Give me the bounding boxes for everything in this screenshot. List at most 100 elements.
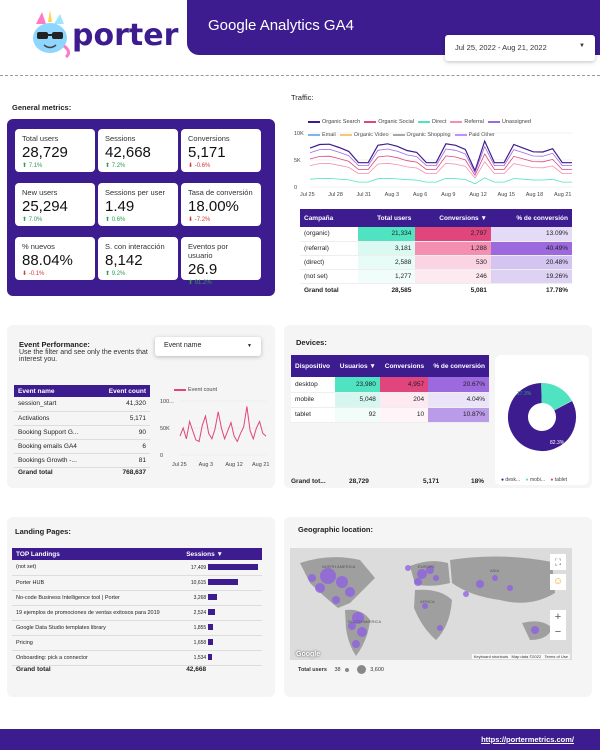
- arrow-up-icon: ⬆: [105, 163, 112, 169]
- zoom-out-button[interactable]: −: [554, 626, 562, 638]
- table-header[interactable]: Event name: [18, 387, 55, 395]
- brand-name: porter: [72, 18, 179, 53]
- zoom-controls: + −: [550, 610, 566, 640]
- kpi-card: Sessions 42,668 ⬆ 7.2%: [98, 129, 178, 172]
- table-row: Activations 5,171: [14, 411, 150, 425]
- arrow-up-icon: ⬆: [188, 280, 195, 286]
- sessions-bar: [208, 654, 212, 661]
- x-tick-label: Aug 6: [413, 192, 427, 198]
- x-tick-label: Aug 3: [385, 192, 399, 198]
- event-filter-label: Event name: [164, 342, 202, 349]
- table-header[interactable]: Total users: [377, 214, 412, 222]
- table-header[interactable]: % de conversión: [433, 362, 485, 370]
- legend-item: Organic Social: [364, 119, 414, 125]
- page-title: Google Analytics GA4: [208, 17, 354, 34]
- sessions-bar: [208, 564, 258, 571]
- divider: [0, 75, 600, 76]
- kpi-label: S. con interacción: [105, 242, 165, 251]
- arrow-up-icon: ⬆: [105, 217, 112, 223]
- y-tick-label: 0: [160, 453, 163, 459]
- kpi-label: New users: [22, 188, 58, 197]
- geo-map[interactable]: NORTH AMERICA SOUTH AMERICA EUROPE AFRIC…: [290, 548, 572, 660]
- x-tick-label: Aug 12: [469, 192, 486, 198]
- geo-legend: Total users 38 3,600: [298, 665, 384, 674]
- kpi-value: 25,294: [22, 198, 68, 215]
- arrow-up-icon: ⬆: [22, 163, 29, 169]
- table-total-row: Grand total 28,585 5,081 17.78%: [304, 286, 568, 294]
- table-row: (direct) 2,588 530 20.48%: [300, 255, 572, 269]
- kpi-value: 18.00%: [188, 198, 239, 215]
- table-row: Google Data Studio templates library 1,85…: [12, 620, 262, 635]
- y-tick-label: 0: [294, 185, 297, 191]
- unicorn-cat-icon: [33, 10, 71, 59]
- table-row: session_start 41,320: [14, 397, 150, 411]
- zoom-in-button[interactable]: +: [554, 611, 562, 623]
- traffic-series-line: [309, 153, 572, 177]
- table-row: 19 ejemplos de promociones de ventas exi…: [12, 605, 262, 620]
- table-header[interactable]: % de conversión: [516, 214, 568, 222]
- table-header[interactable]: Conversions ▼: [439, 214, 487, 222]
- kpi-card: New users 25,294 ⬆ 7.0%: [15, 183, 95, 226]
- svg-text:EUROPE: EUROPE: [418, 564, 435, 569]
- traffic-series-line: [309, 139, 572, 173]
- device-pie-panel: 82.3% 17.3% ● desk... ● mobi... ● tablet: [495, 355, 589, 485]
- arrow-down-icon: ⬇: [22, 271, 29, 277]
- table-header[interactable]: Dispositivo: [295, 362, 331, 370]
- pie-label-desktop: 82.3%: [550, 440, 565, 446]
- table-header[interactable]: TOP Landings: [16, 550, 60, 558]
- legend-item: Unassigned: [487, 119, 531, 125]
- footer-bar: [0, 729, 600, 750]
- table-header[interactable]: Usuarios ▼: [339, 362, 376, 370]
- sessions-bar: [208, 639, 213, 646]
- table-header[interactable]: Event count: [108, 387, 146, 395]
- date-range-picker[interactable]: Jul 25, 2022 - Aug 21, 2022 ▼: [445, 35, 595, 61]
- sessions-bar: [208, 609, 215, 616]
- fullscreen-icon[interactable]: ⛶: [550, 554, 566, 570]
- table-header[interactable]: Sessions ▼: [186, 550, 223, 558]
- legend-item: Organic Video: [339, 132, 389, 138]
- table-row: No-code Business Intelligence tool | Por…: [12, 590, 262, 605]
- arrow-up-icon: ⬆: [22, 217, 29, 223]
- table-row: Porter HUB 10,615: [12, 575, 262, 590]
- table-row: desktop 23,980 4,957 20.67%: [291, 377, 489, 392]
- sessions-bar: [208, 579, 238, 586]
- table-total-row: Grand total 768,637: [18, 468, 146, 476]
- landing-pages-title: Landing Pages:: [15, 527, 71, 536]
- kpi-change: ⬆ 91.2%: [188, 280, 212, 286]
- keyboard-shortcuts-link[interactable]: Keyboard shortcuts: [473, 654, 509, 659]
- table-row: tablet 92 10 10.87%: [291, 407, 489, 422]
- porter-website-link[interactable]: https://portermetrics.com/: [481, 735, 574, 744]
- x-tick-label: Aug 3: [199, 462, 213, 468]
- pie-label-mobile: 17.3%: [517, 391, 532, 397]
- kpi-card: Conversions 5,171 ⬇ -0.6%: [181, 129, 261, 172]
- devices-title: Devices:: [296, 338, 327, 347]
- event-name-filter[interactable]: Event name ▼: [155, 337, 261, 356]
- y-tick-label: 100...: [160, 399, 174, 405]
- y-tick-label: 50K: [160, 426, 170, 432]
- arrow-down-icon: ⬇: [188, 217, 195, 223]
- event-chart-legend: Event count: [174, 387, 217, 393]
- x-tick-label: Jul 25: [172, 462, 187, 468]
- kpi-value: 28,729: [22, 144, 68, 161]
- kpi-card: Tasa de conversión 18.00% ⬇ -7.2%: [181, 183, 261, 226]
- kpi-change: ⬇ -7.2%: [188, 217, 211, 223]
- traffic-title: Traffic:: [291, 93, 314, 102]
- event-table: Event name Event count session_start 41,320…: [14, 385, 150, 477]
- table-header[interactable]: Conversions: [384, 362, 425, 370]
- kpi-card: % nuevos 88.04% ⬇ -0.1%: [15, 237, 95, 280]
- table-header[interactable]: Campaña: [304, 214, 334, 222]
- table-row: (not set) 17,409: [12, 560, 262, 575]
- kpi-label: Sessions: [105, 134, 136, 143]
- kpi-change: ⬇ -0.6%: [188, 163, 211, 169]
- terms-link[interactable]: Terms of Use: [544, 654, 568, 659]
- pegman-icon[interactable]: ☺: [550, 574, 566, 590]
- kpi-value: 42,668: [105, 144, 151, 161]
- x-tick-label: Jul 31: [356, 192, 371, 198]
- table-row: Booking Support G... 90: [14, 425, 150, 439]
- x-tick-label: Jul 25: [300, 192, 315, 198]
- traffic-series-line: [309, 177, 572, 185]
- kpi-change: ⬆ 7.0%: [22, 217, 43, 223]
- legend-item: Paid Other: [454, 132, 495, 138]
- kpi-change: ⬆ 0.6%: [105, 217, 126, 223]
- table-row: Bookings Growth -... 81: [14, 453, 150, 467]
